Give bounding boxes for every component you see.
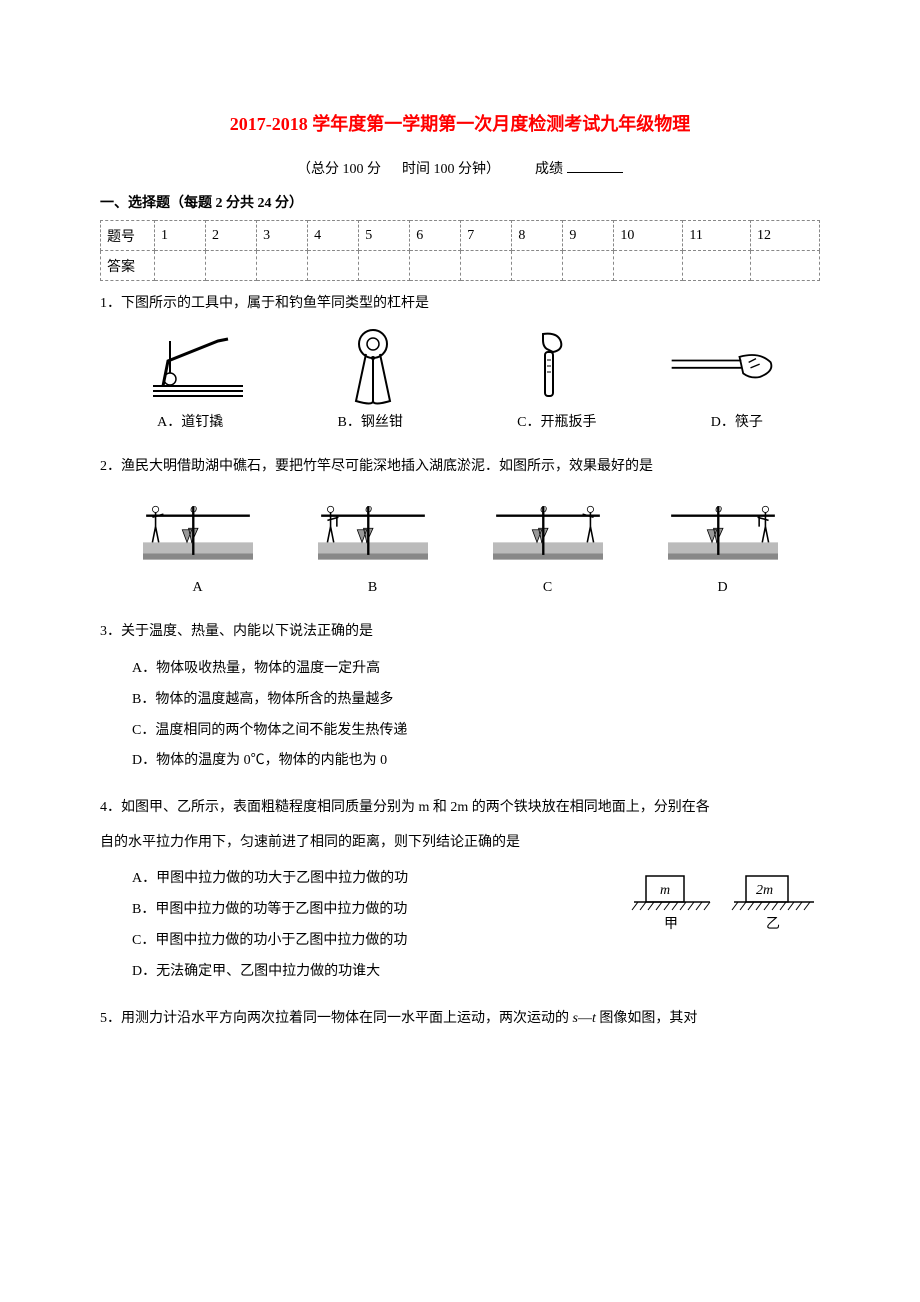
q2-fig-d: O (668, 489, 778, 569)
q4-opt-c: C．甲图中拉力做的功小于乙图中拉力做的功 (132, 926, 610, 957)
grid-col: 5 (359, 221, 410, 251)
q3-opt-b: B．物体的温度越高，物体所含的热量越多 (132, 685, 820, 716)
q4-opt-d: D．无法确定甲、乙图中拉力做的功谁大 (132, 957, 610, 988)
grid-label-qnum: 题号 (101, 221, 155, 251)
grid-cell (512, 251, 563, 281)
grid-col: 6 (410, 221, 461, 251)
q1-options: A．道钉撬 B．钢丝钳 C．开瓶扳手 D．筷子 (100, 410, 820, 437)
q4-opt-b: B．甲图中拉力做的功等于乙图中拉力做的功 (132, 895, 610, 926)
q2-label-c: C (543, 575, 552, 602)
grid-col: 7 (461, 221, 512, 251)
q1-fig-b (318, 326, 428, 406)
q4-options: A．甲图中拉力做的功大于乙图中拉力做的功 B．甲图中拉力做的功等于乙图中拉力做的… (132, 864, 610, 987)
grid-cell (683, 251, 751, 281)
grid-cell (563, 251, 614, 281)
grid-col: 2 (206, 221, 257, 251)
page-title: 2017-2018 学年度第一学期第一次月度检测考试九年级物理 (100, 110, 820, 136)
q4-cap-2: 乙 (766, 916, 780, 932)
q1-fig-a (143, 326, 253, 406)
grid-col: 8 (512, 221, 563, 251)
grid-cell (410, 251, 461, 281)
q3-opt-a: A．物体吸收热量，物体的温度一定升高 (132, 654, 820, 685)
q2-label-a: A (192, 575, 202, 602)
q2-fig-b: O (318, 489, 428, 569)
question-1: 1．下图所示的工具中，属于和钓鱼竿同类型的杠杆是 (100, 291, 820, 436)
q2-figures: O A O (110, 489, 810, 602)
total-score: （总分 100 分 (297, 162, 381, 177)
grid-answer-row: 答案 (101, 251, 820, 281)
q1-opt-b: B．钢丝钳 (338, 410, 403, 437)
grid-col: 9 (563, 221, 614, 251)
q4-stem-2: 自的水平拉力作用下，匀速前进了相同的距离，则下列结论正确的是 (100, 830, 820, 857)
q2-label-b: B (368, 575, 377, 602)
q5-part-0: 5．用测力计沿水平方向两次拉着同一物体在同一水平面上运动，两次运动的 (100, 1011, 573, 1026)
grid-cell (257, 251, 308, 281)
svg-text:O: O (190, 505, 197, 515)
q3-opt-c: C．温度相同的两个物体之间不能发生热传递 (132, 716, 820, 747)
question-4: 4．如图甲、乙所示，表面粗糙程度相同质量分别为 m 和 2m 的两个铁块放在相同… (100, 795, 820, 987)
grid-col: 10 (614, 221, 683, 251)
answer-grid: 题号 1 2 3 4 5 6 7 8 9 10 11 12 答案 (100, 220, 820, 281)
grid-header-row: 题号 1 2 3 4 5 6 7 8 9 10 11 12 (101, 221, 820, 251)
score-blank (567, 172, 623, 173)
q3-options: A．物体吸收热量，物体的温度一定升高 B．物体的温度越高，物体所含的热量越多 C… (132, 654, 820, 777)
grid-cell (206, 251, 257, 281)
q2-fig-a: O (143, 489, 253, 569)
q5-part-4: 图像如图，其对 (596, 1011, 698, 1026)
grid-col: 1 (155, 221, 206, 251)
svg-text:O: O (715, 505, 722, 515)
svg-text:O: O (365, 505, 372, 515)
question-5: 5．用测力计沿水平方向两次拉着同一物体在同一水平面上运动，两次运动的 s—t 图… (100, 1006, 820, 1033)
grid-cell (461, 251, 512, 281)
q4-m-label: m (660, 883, 670, 898)
grid-cell (155, 251, 206, 281)
section-1-heading: 一、选择题（每题 2 分共 24 分） (100, 192, 820, 212)
q1-fig-d (668, 326, 778, 406)
q3-stem: 3．关于温度、热量、内能以下说法正确的是 (100, 619, 820, 646)
grid-cell (308, 251, 359, 281)
q1-opt-a: A．道钉撬 (157, 410, 223, 437)
grid-col: 12 (750, 221, 819, 251)
q2-stem: 2．渔民大明借助湖中礁石，要把竹竿尽可能深地插入湖底淤泥．如图所示，效果最好的是 (100, 454, 820, 481)
grid-cell (359, 251, 410, 281)
svg-text:O: O (540, 505, 547, 515)
q1-stem: 1．下图所示的工具中，属于和钓鱼竿同类型的杠杆是 (100, 291, 820, 318)
q1-opt-c: C．开瓶扳手 (517, 410, 596, 437)
q2-label-d: D (717, 575, 727, 602)
time-limit: 时间 100 分钟） (402, 162, 500, 177)
grid-cell (750, 251, 819, 281)
q1-opt-d: D．筷子 (711, 410, 763, 437)
grid-col: 4 (308, 221, 359, 251)
q5-part-dash: — (578, 1011, 592, 1026)
q5-stem: 5．用测力计沿水平方向两次拉着同一物体在同一水平面上运动，两次运动的 s—t 图… (100, 1006, 820, 1033)
grid-cell (614, 251, 683, 281)
question-2: 2．渔民大明借助湖中礁石，要把竹竿尽可能深地插入湖底淤泥．如图所示，效果最好的是… (100, 454, 820, 601)
q1-fig-c (493, 326, 603, 406)
q4-opt-a: A．甲图中拉力做的功大于乙图中拉力做的功 (132, 864, 610, 895)
q4-figure: m 甲 2m (630, 864, 820, 961)
q1-figures (110, 326, 810, 406)
q3-opt-d: D．物体的温度为 0℃，物体的内能也为 0 (132, 746, 820, 777)
q4-stem-1: 4．如图甲、乙所示，表面粗糙程度相同质量分别为 m 和 2m 的两个铁块放在相同… (100, 795, 820, 822)
exam-meta: （总分 100 分 时间 100 分钟） 成绩 (100, 158, 820, 178)
score-label: 成绩 (535, 162, 563, 177)
grid-label-answer: 答案 (101, 251, 155, 281)
question-3: 3．关于温度、热量、内能以下说法正确的是 A．物体吸收热量，物体的温度一定升高 … (100, 619, 820, 777)
grid-col: 3 (257, 221, 308, 251)
q4-2m-label: 2m (756, 883, 773, 898)
grid-col: 11 (683, 221, 751, 251)
q2-fig-c: O (493, 489, 603, 569)
q4-cap-1: 甲 (664, 917, 678, 932)
